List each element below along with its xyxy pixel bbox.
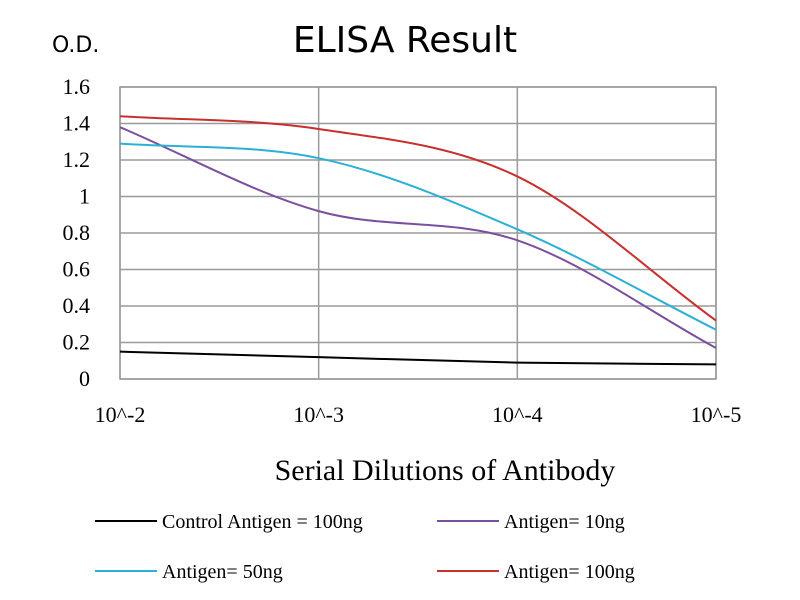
y-tick-label: 0.6 (63, 257, 91, 282)
x-tick-label: 10^-3 (293, 402, 344, 427)
series-line-antigen-100ng (119, 115, 717, 322)
chart-title: ELISA Result (293, 20, 517, 61)
x-tick-label: 10^-5 (691, 402, 742, 427)
series-line-control-antigen-100ng (119, 350, 717, 366)
series-line-antigen-10ng (119, 126, 717, 349)
y-axis-ticks: 0 0.2 0.4 0.6 0.8 1 1.2 1.4 1.6 (63, 74, 91, 391)
legend-label-control-antigen-100ng: Control Antigen = 100ng (162, 511, 363, 533)
legend-label-antigen-50ng: Antigen= 50ng (162, 561, 283, 583)
legend-label-antigen-10ng: Antigen= 10ng (504, 511, 625, 533)
legend-label-antigen-100ng: Antigen= 100ng (504, 561, 635, 583)
grid (119, 86, 717, 380)
x-axis-label: Serial Dilutions of Antibody (275, 454, 616, 487)
y-tick-label: 0.8 (63, 220, 91, 245)
y-tick-label: 0.2 (63, 330, 91, 355)
y-tick-label: 1.6 (63, 74, 91, 99)
x-tick-label: 10^-4 (492, 402, 543, 427)
y-tick-label: 0 (79, 366, 90, 391)
y-tick-label: 1 (79, 184, 90, 209)
y-tick-label: 1.2 (63, 147, 91, 172)
plot-frame (119, 86, 717, 380)
y-tick-label: 0.4 (63, 293, 91, 318)
y-axis-label: O.D. (52, 33, 99, 58)
series-group (119, 115, 717, 366)
series-line-antigen-50ng (119, 142, 717, 331)
x-axis-ticks: 10^-2 10^-3 10^-4 10^-5 (95, 402, 742, 427)
y-tick-label: 1.4 (63, 111, 91, 136)
x-tick-label: 10^-2 (95, 402, 146, 427)
legend: Control Antigen = 100ng Antigen= 10ng Anti… (95, 511, 635, 583)
